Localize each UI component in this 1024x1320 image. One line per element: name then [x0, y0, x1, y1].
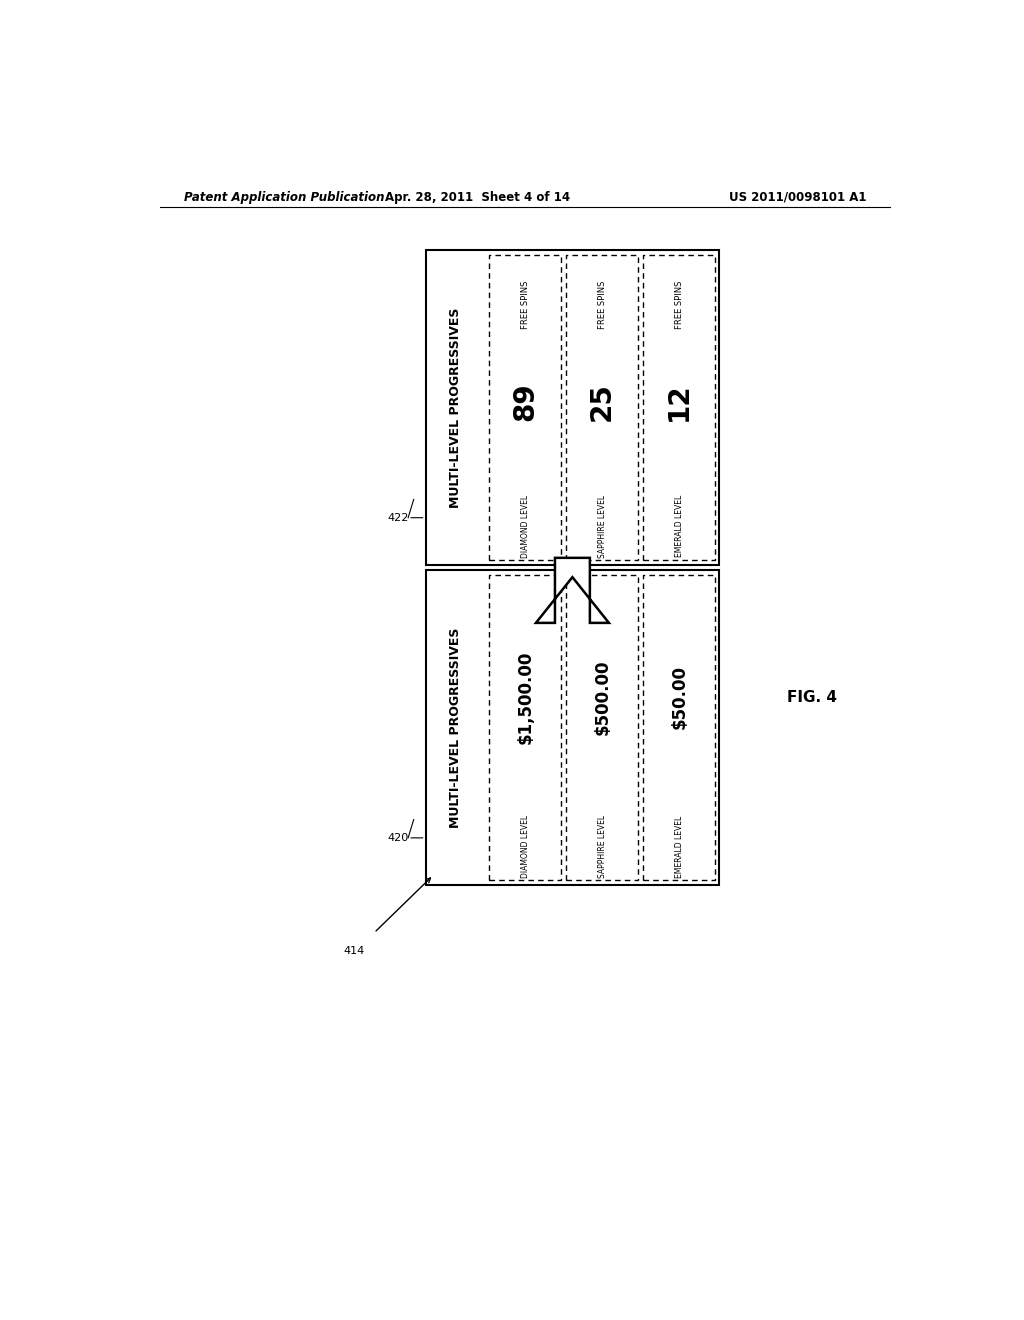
Text: 422: 422: [387, 512, 409, 523]
Bar: [489, 576, 561, 880]
Text: 25: 25: [588, 381, 616, 421]
Bar: [643, 576, 715, 880]
Text: FREE SPINS: FREE SPINS: [675, 281, 684, 330]
Polygon shape: [536, 558, 609, 623]
Text: $500.00: $500.00: [593, 660, 611, 735]
Text: EMERALD LEVEL: EMERALD LEVEL: [675, 816, 684, 878]
Text: MULTI-LEVEL PROGRESSIVES: MULTI-LEVEL PROGRESSIVES: [449, 308, 462, 508]
Text: $1,500.00: $1,500.00: [516, 651, 535, 743]
Text: US 2011/0098101 A1: US 2011/0098101 A1: [728, 190, 866, 203]
Text: EMERALD LEVEL: EMERALD LEVEL: [675, 495, 684, 557]
Text: FREE SPINS: FREE SPINS: [520, 281, 529, 330]
Text: Apr. 28, 2011  Sheet 4 of 14: Apr. 28, 2011 Sheet 4 of 14: [385, 190, 569, 203]
Bar: [566, 576, 638, 880]
Text: Patent Application Publication: Patent Application Publication: [183, 190, 384, 203]
Text: 420: 420: [387, 833, 409, 843]
Text: SAPPHIRE LEVEL: SAPPHIRE LEVEL: [598, 495, 606, 558]
Bar: [566, 255, 638, 560]
Text: 414: 414: [343, 946, 365, 956]
Bar: [426, 249, 719, 565]
Text: MULTI-LEVEL PROGRESSIVES: MULTI-LEVEL PROGRESSIVES: [449, 627, 462, 828]
Bar: [426, 570, 719, 886]
Text: $50.00: $50.00: [670, 665, 688, 729]
Bar: [489, 255, 561, 560]
Text: DIAMOND LEVEL: DIAMOND LEVEL: [520, 814, 529, 878]
Text: SAPPHIRE LEVEL: SAPPHIRE LEVEL: [598, 814, 606, 878]
Text: 89: 89: [511, 381, 540, 421]
Text: FREE SPINS: FREE SPINS: [598, 281, 606, 330]
Text: FIG. 4: FIG. 4: [786, 689, 837, 705]
Text: 12: 12: [666, 381, 693, 421]
Bar: [643, 255, 715, 560]
Text: DIAMOND LEVEL: DIAMOND LEVEL: [520, 495, 529, 558]
